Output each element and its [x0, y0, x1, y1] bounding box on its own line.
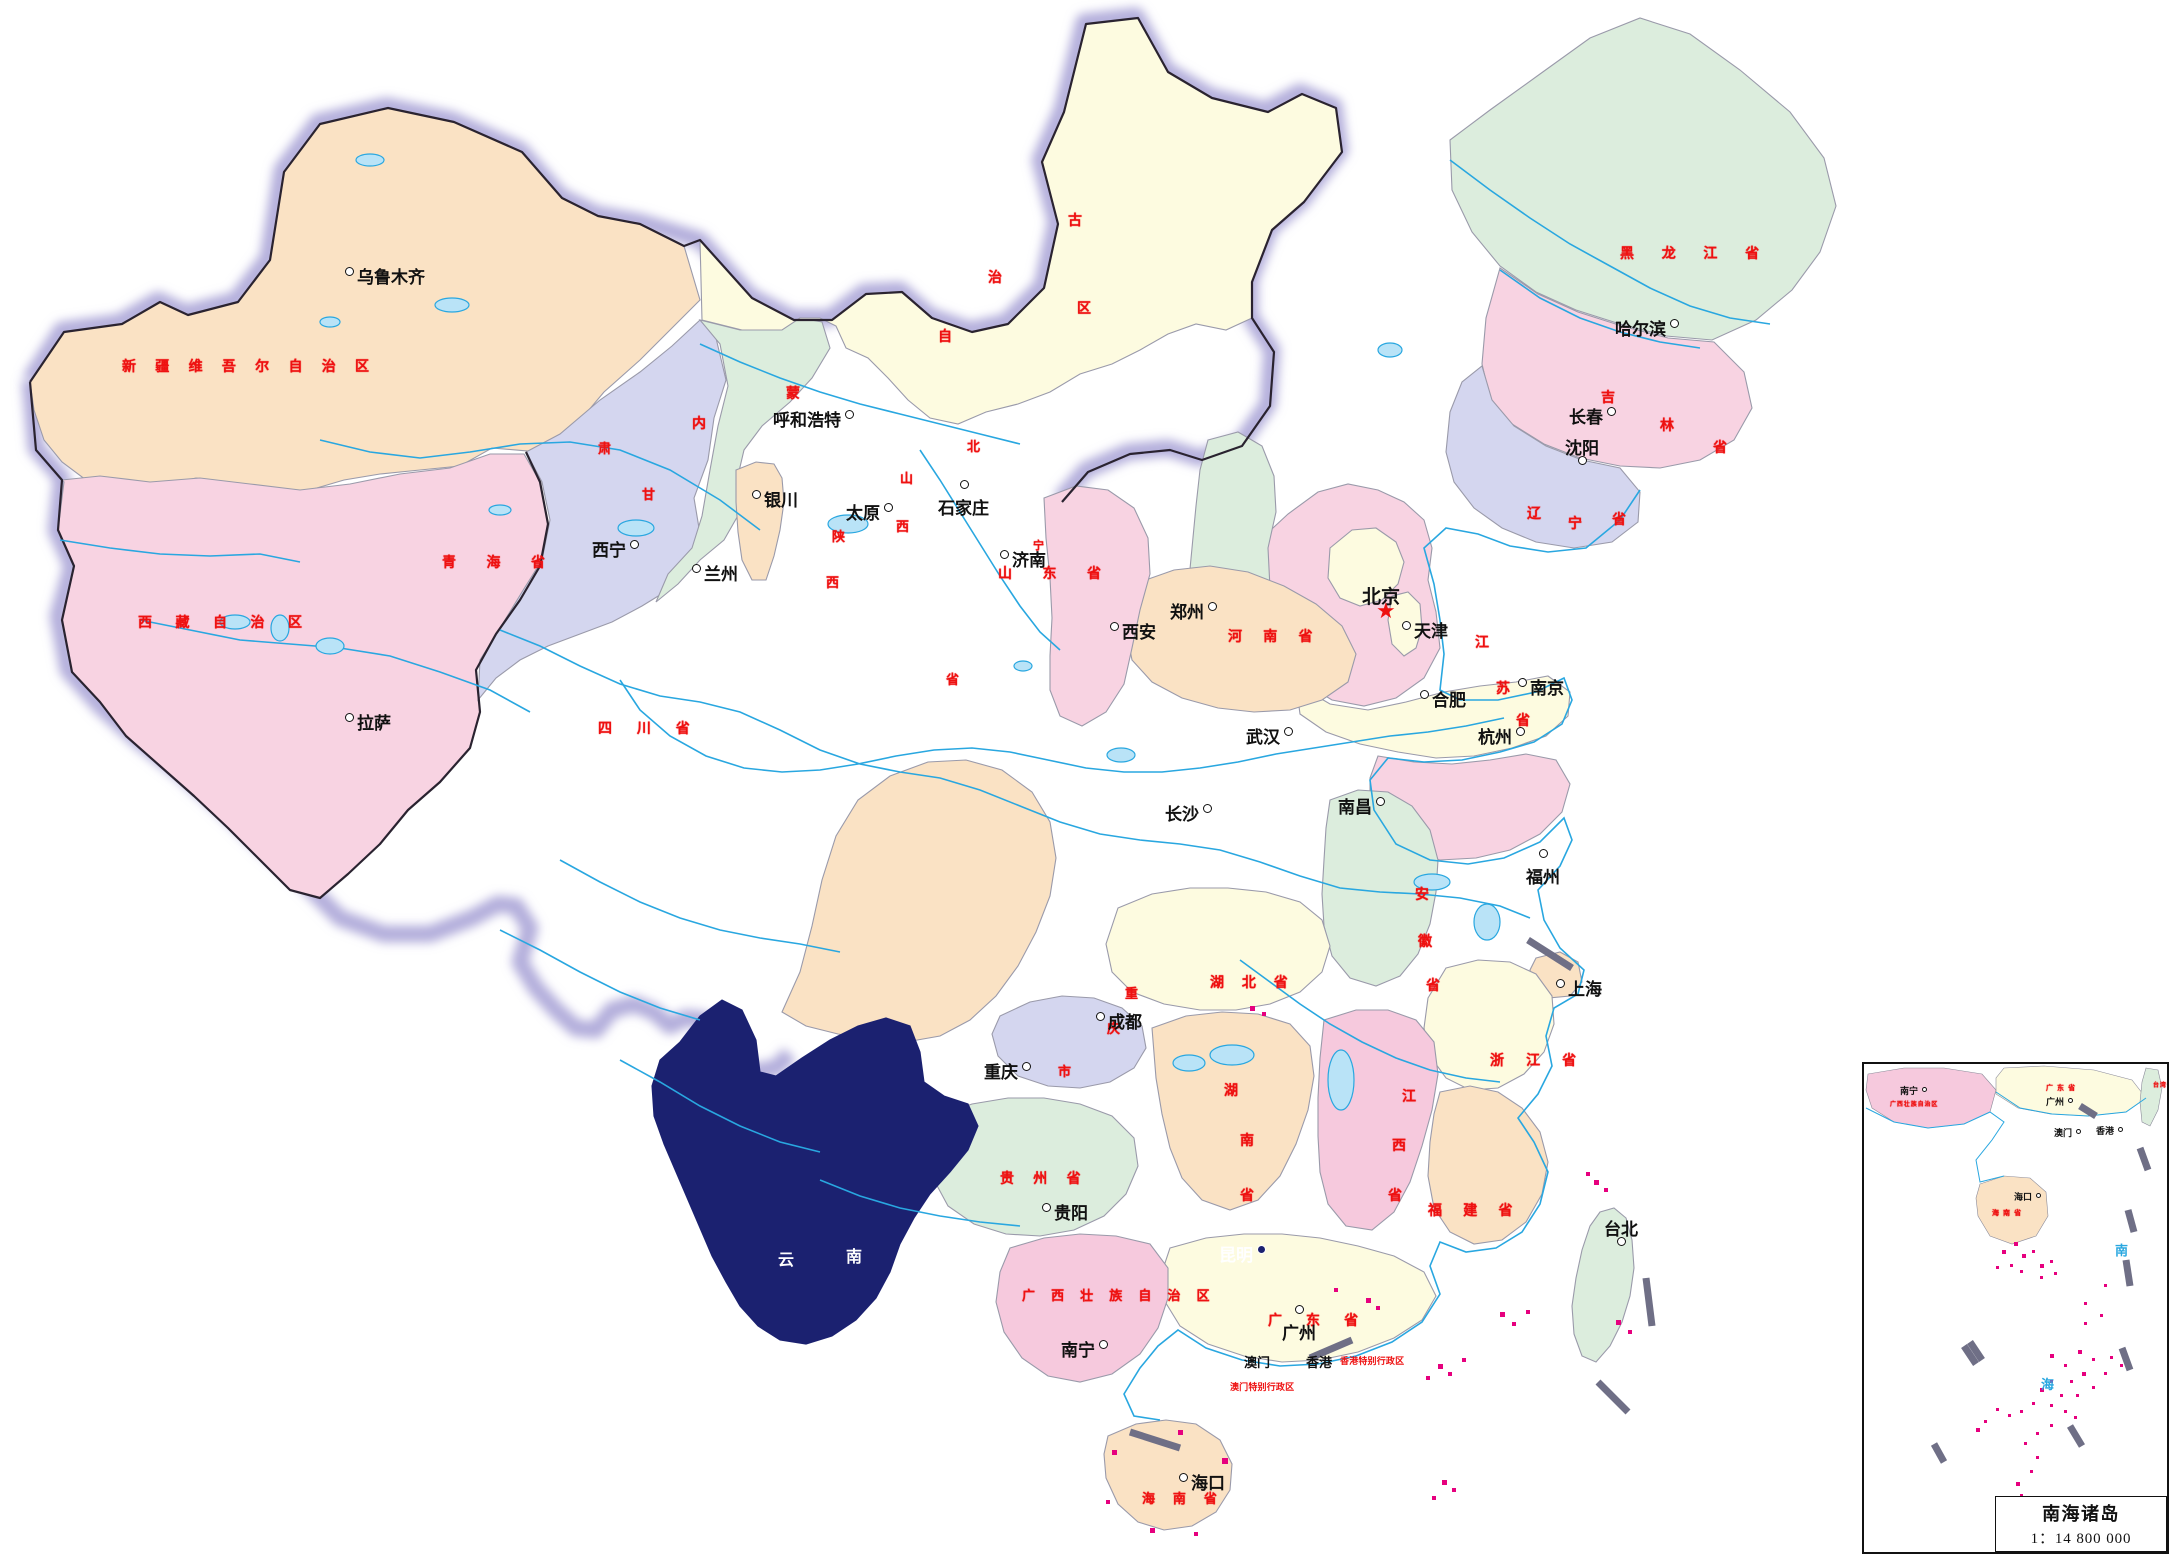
city-marker-icon [752, 490, 761, 499]
city-marker-icon [1096, 1012, 1105, 1021]
inset-boundary-dashes [1930, 1103, 2152, 1519]
province-anhui [1321, 789, 1439, 987]
inset-hainan [1975, 1175, 2049, 1245]
inset-guangdong [1995, 1065, 2147, 1117]
province-hubei [1105, 887, 1331, 1011]
city-marker-icon [345, 267, 354, 276]
province-chongqing [991, 995, 1147, 1089]
inset-title-box: 南海诸岛 1：14 800 000 [1995, 1496, 2167, 1552]
province-guangdong [1161, 1233, 1437, 1363]
province-qinghai [477, 319, 727, 702]
province-shaanxi [1043, 485, 1151, 727]
province-guizhou [929, 1097, 1139, 1237]
province-zhejiang [1423, 959, 1555, 1091]
city-marker-icon [884, 503, 893, 512]
city-marker-icon [1042, 1203, 1051, 1212]
offshore-boundary-dashes [1128, 937, 1656, 1452]
inset-city-marker-icon [1922, 1087, 1927, 1092]
province-liaoning [1445, 365, 1641, 549]
rivers-and-coastline [59, 159, 1771, 1421]
city-marker-icon [1607, 407, 1616, 416]
city-marker-icon [1670, 319, 1679, 328]
city-marker-icon [1284, 727, 1293, 736]
inset-coastline [1865, 1091, 2147, 1183]
inset-city-marker-icon [2118, 1127, 2123, 1132]
inset-canvas [1865, 1065, 2163, 1519]
city-marker-icon [1518, 678, 1527, 687]
province-fujian [1427, 1085, 1549, 1245]
inset-scale-text: 1：14 800 000 [2030, 1531, 2132, 1547]
province-henan [1125, 565, 1357, 713]
province-sichuan [781, 759, 1057, 1043]
city-marker-icon [345, 713, 354, 722]
inset-taiwan [2139, 1067, 2163, 1127]
province-yunnan-highlighted [651, 999, 979, 1345]
city-marker-icon [1203, 804, 1212, 813]
city-marker-icon [959, 480, 969, 489]
inset-island-dots [1976, 1242, 2123, 1508]
city-marker-icon [1420, 690, 1429, 699]
city-marker-icon [1556, 979, 1565, 988]
city-marker-icon [1516, 727, 1525, 736]
province-polygons [29, 17, 1837, 1531]
province-gansu [655, 317, 831, 603]
inset-city-marker-icon [2036, 1193, 2041, 1198]
city-marker-icon [1000, 550, 1009, 559]
city-marker-icon [1110, 622, 1119, 631]
city-marker-icon [1617, 1237, 1626, 1246]
city-marker-icon [630, 540, 639, 549]
inset-title-text: 南海诸岛 [2042, 1504, 2120, 1524]
city-marker-icon [1022, 1062, 1031, 1071]
city-marker-icon [1402, 621, 1411, 630]
province-hainan [1103, 1419, 1233, 1531]
city-marker-icon [1208, 602, 1217, 611]
city-marker-icon [1578, 456, 1587, 465]
province-hunan [1151, 1011, 1315, 1211]
city-marker-icon [1099, 1340, 1108, 1349]
lakes [219, 153, 1501, 1111]
city-marker-icon [692, 564, 701, 573]
province-taiwan [1571, 1207, 1635, 1363]
inset-city-marker-icon [2076, 1129, 2081, 1134]
inset-guangxi [1865, 1067, 1997, 1129]
city-marker-icon [1376, 797, 1385, 806]
national-border-line [28, 16, 1344, 900]
capital-star-icon: ★ [1376, 598, 1396, 623]
province-heilongjiang [1449, 17, 1837, 341]
city-marker-icon [845, 410, 854, 419]
south-china-sea-islands [1106, 1006, 1632, 1536]
city-marker-icon [1179, 1473, 1188, 1482]
province-ningxia [735, 461, 785, 581]
city-marker-icon [1539, 849, 1548, 858]
city-marker-icon [1295, 1305, 1304, 1314]
province-tibet [57, 453, 549, 899]
city-marker-icon [1257, 1245, 1266, 1254]
province-shandong [1295, 675, 1571, 759]
province-jiangxi [1317, 1009, 1439, 1231]
province-beijing [1327, 527, 1405, 607]
province-guangxi [995, 1233, 1169, 1383]
inset-city-marker-icon [2068, 1098, 2073, 1103]
